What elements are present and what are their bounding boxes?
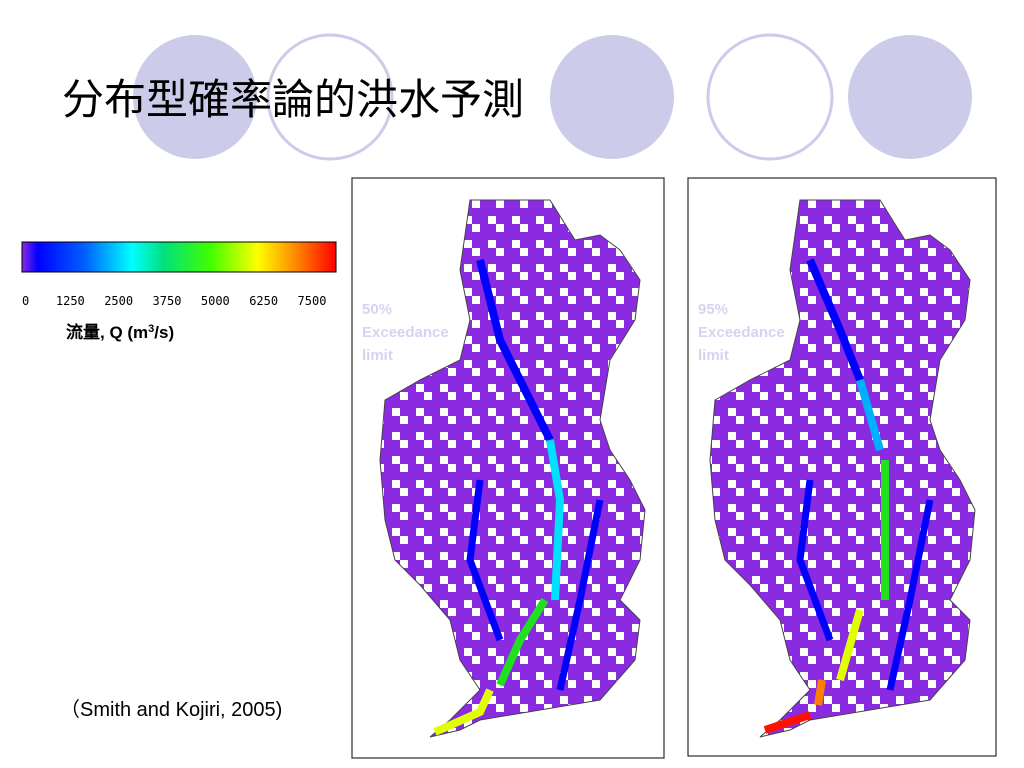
panel-label: Exceedance	[362, 324, 449, 341]
panel-label: limit	[698, 347, 729, 364]
colorbar-tick: 3750	[153, 294, 182, 308]
tributary	[466, 479, 504, 642]
tributary	[886, 499, 934, 691]
colorbar-label: 流量, Q (m3/s)	[66, 322, 174, 342]
colorbar-tick: 1250	[56, 294, 85, 308]
panel-label: 50%	[362, 301, 392, 318]
colorbar	[21, 241, 337, 273]
tributary	[556, 499, 604, 691]
decor-circles	[133, 33, 972, 161]
colorbar-tick: 0	[22, 294, 29, 308]
river	[806, 258, 864, 382]
river	[496, 597, 549, 687]
panel-label: 95%	[698, 301, 728, 318]
river	[763, 711, 812, 734]
tributary	[796, 479, 834, 642]
title: 分布型確率論的洪水予測	[62, 75, 524, 124]
river	[836, 608, 864, 682]
river	[546, 439, 565, 601]
colorbar-tick: 7500	[298, 294, 327, 308]
river	[814, 679, 826, 706]
panel-label: Exceedance	[698, 324, 785, 341]
colorbar-tick: 5000	[201, 294, 230, 308]
river	[856, 378, 884, 452]
colorbar-tick: 6250	[249, 294, 278, 308]
river	[433, 688, 494, 736]
colorbar-tick: 2500	[104, 294, 133, 308]
panel-label: limit	[362, 347, 393, 364]
citation: （Smith and Kojiri, 2005)	[60, 698, 282, 721]
river	[476, 259, 554, 442]
